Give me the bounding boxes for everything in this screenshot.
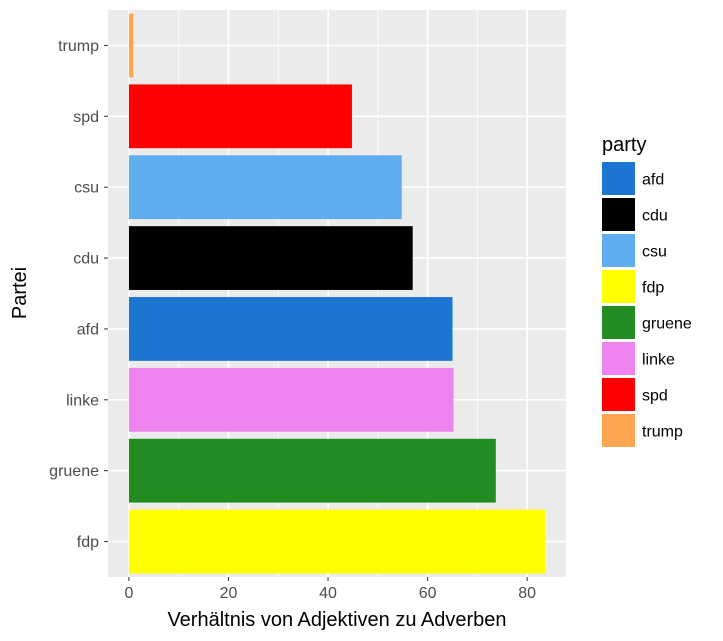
bar-spd	[128, 84, 352, 149]
bar-afd	[128, 297, 453, 361]
y-tick-label: linke	[66, 392, 99, 409]
y-tick-label: gruene	[49, 463, 99, 480]
x-tick-label: 80	[518, 585, 536, 602]
legend-key-afd	[602, 162, 635, 195]
legend-key-csu	[602, 234, 635, 267]
legend-title: party	[602, 134, 646, 156]
x-axis: 0 20 40 60 80	[124, 577, 536, 602]
y-tick-label: fdp	[77, 534, 99, 551]
legend-key-linke	[602, 342, 635, 375]
legend-label: fdp	[642, 280, 664, 297]
y-tick-label: csu	[74, 180, 99, 197]
bar-trump	[128, 13, 134, 78]
legend-label: gruene	[642, 316, 692, 333]
legend-label: afd	[642, 172, 664, 189]
legend-key-spd	[602, 378, 635, 411]
bars	[128, 13, 546, 574]
bar-csu	[128, 155, 402, 220]
y-tick-label: spd	[73, 109, 99, 126]
legend-label: cdu	[642, 208, 668, 225]
y-axis: fdp gruene linke afd cdu csu spd trump	[49, 38, 108, 551]
legend-label: csu	[642, 244, 667, 261]
y-tick-label: afd	[77, 321, 99, 338]
legend-label: linke	[642, 352, 675, 369]
bar-linke	[128, 367, 454, 432]
legend: party afd cdu csu fdp gruene linke spd trump	[602, 134, 692, 447]
bar-fdp	[128, 509, 546, 574]
x-axis-title: Verhältnis von Adjektiven zu Adverben	[167, 609, 506, 631]
y-axis-title: Partei	[9, 267, 31, 319]
x-tick-label: 0	[124, 585, 133, 602]
x-tick-label: 20	[220, 585, 238, 602]
legend-key-cdu	[602, 198, 635, 231]
legend-key-fdp	[602, 270, 635, 303]
legend-label: spd	[642, 388, 668, 405]
legend-label: trump	[642, 424, 683, 441]
x-tick-label: 40	[319, 585, 337, 602]
bar-gruene	[128, 438, 496, 503]
legend-key-gruene	[602, 306, 635, 339]
y-tick-label: trump	[58, 38, 99, 55]
y-tick-label: cdu	[73, 251, 99, 268]
x-tick-label: 60	[419, 585, 437, 602]
bar-cdu	[128, 226, 413, 290]
legend-key-trump	[602, 414, 635, 447]
